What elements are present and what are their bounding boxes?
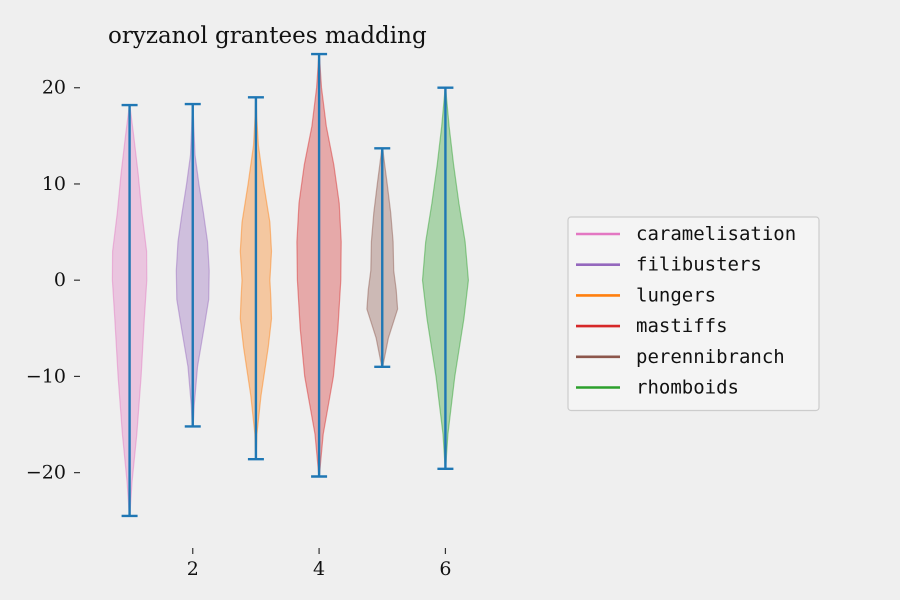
x-axis: 2 4 6: [187, 548, 451, 580]
legend-label: mastiffs: [636, 315, 728, 337]
stem-lungers: [247, 96, 264, 461]
stem-perennibranch: [374, 147, 391, 368]
legend-entry-filibusters: filibusters: [576, 254, 762, 276]
legend-label: rhomboids: [636, 377, 739, 399]
violin-layer: [111, 53, 470, 517]
stem-rhomboids: [437, 86, 454, 470]
y-tick-label: 20: [42, 77, 66, 99]
stem-caramelisation: [121, 103, 138, 518]
x-tick-label: 2: [187, 558, 199, 580]
stem-filibusters: [184, 102, 201, 428]
legend-frame: [567, 216, 820, 412]
chart-title: oryzanol grantees madding: [108, 23, 427, 49]
legend-label: lungers: [636, 284, 716, 306]
legend-label: filibusters: [636, 254, 762, 276]
legend-entry-mastiffs: mastiffs: [576, 315, 728, 337]
legend-entry-lungers: lungers: [576, 284, 716, 306]
x-tick-label: 6: [439, 558, 451, 580]
y-axis: −20 −10 0 10 20: [26, 77, 80, 484]
legend: caramelisation filibusters lungers mastiffs…: [567, 216, 820, 412]
stem-mastiffs: [311, 52, 328, 478]
legend-label: caramelisation: [636, 223, 796, 245]
stem-layer: [121, 52, 454, 518]
y-tick-label: −20: [26, 462, 66, 484]
y-tick-label: −10: [26, 365, 66, 387]
legend-entry-caramelisation: caramelisation: [576, 223, 796, 245]
legend-entry-rhomboids: rhomboids: [576, 377, 739, 399]
y-tick-label: 10: [42, 173, 66, 195]
legend-label: perennibranch: [636, 346, 785, 368]
x-tick-label: 4: [313, 558, 325, 580]
legend-entry-perennibranch: perennibranch: [576, 346, 785, 368]
y-tick-label: 0: [54, 269, 66, 291]
